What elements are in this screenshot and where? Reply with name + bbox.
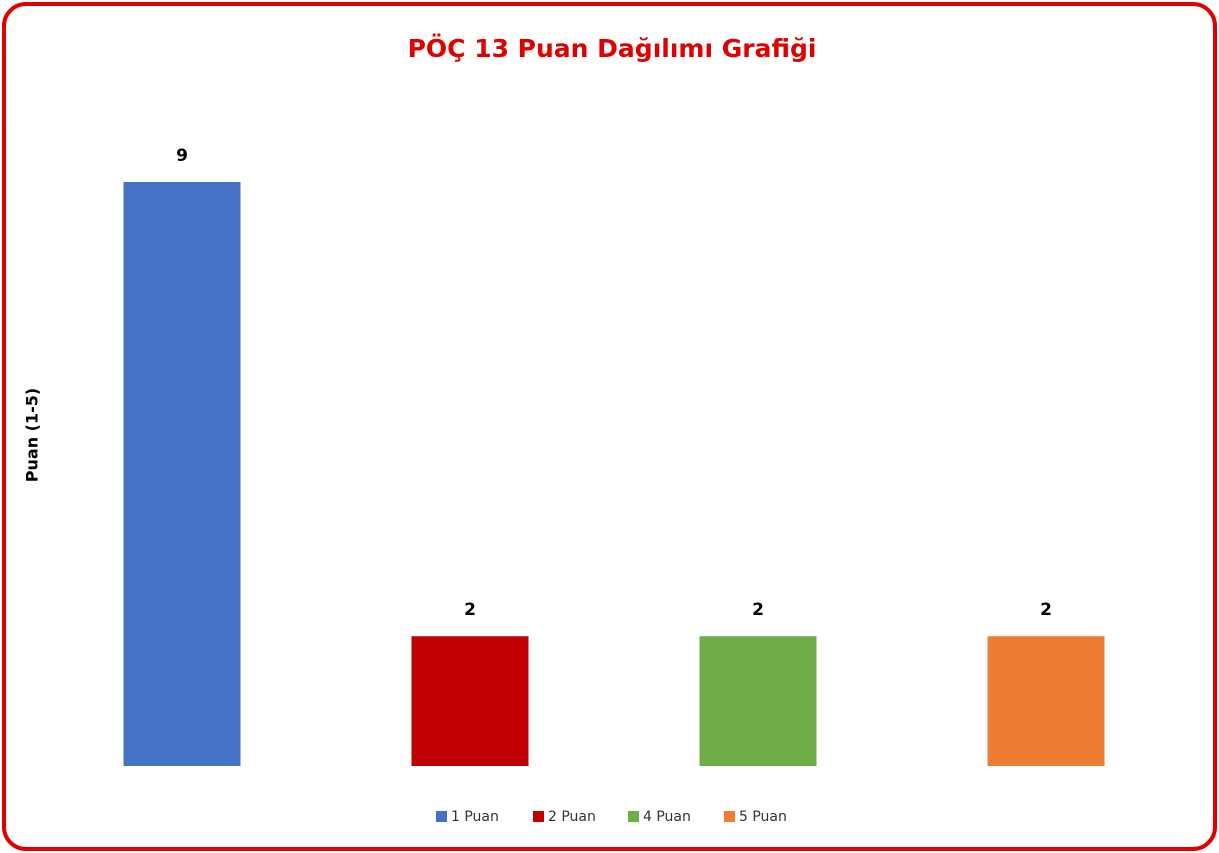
bar [699,636,817,766]
data-label: 2 [1040,600,1052,620]
data-label: 9 [176,146,188,166]
data-label: 2 [464,600,476,620]
chart-title: PÖÇ 13 Puan Dağılımı Grafiği [408,33,817,63]
y-axis-label: Puan (1-5) [23,388,42,482]
legend-label: 5 Puan [739,809,787,825]
bar [987,636,1105,766]
legend-swatch [724,811,735,822]
legend-label: 1 Puan [451,809,499,825]
legend-label: 2 Puan [548,809,596,825]
bar [123,182,241,766]
data-label: 2 [752,600,764,620]
legend-label: 4 Puan [643,809,691,825]
legend-swatch [436,811,447,822]
legend-swatch [533,811,544,822]
legend-swatch [628,811,639,822]
bar [411,636,529,766]
